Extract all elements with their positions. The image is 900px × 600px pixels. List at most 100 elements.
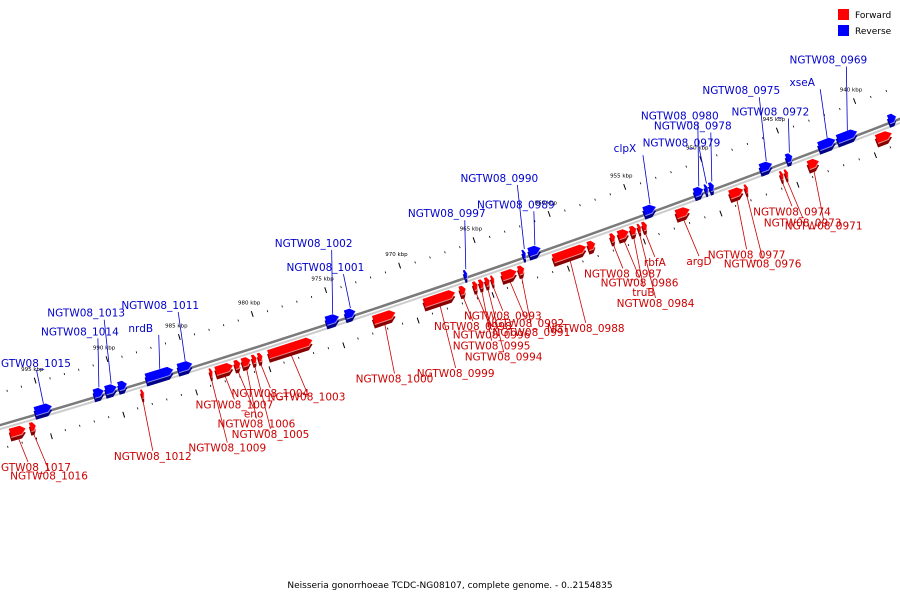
tick-mark (750, 199, 752, 202)
gene-arrow-highlight (786, 172, 789, 179)
forward-gene-arrow (256, 352, 263, 362)
gene-arrow-highlight (746, 187, 749, 194)
tick-mark (536, 276, 539, 279)
leader-line (475, 291, 492, 330)
gene-label-ngtw08-0989: NGTW08_0989 (477, 199, 555, 211)
leader-line (521, 275, 532, 327)
gene-label-ngtw08-1013: NGTW08_1013 (47, 308, 125, 320)
gene-arrow-highlight (216, 365, 234, 376)
gene-arrow-highlight (253, 358, 258, 365)
tick-mark (250, 310, 254, 317)
gene-label-ngtw08-0991: NGTW08_0991 (493, 327, 571, 339)
tick-mark (78, 368, 80, 371)
tick-mark (209, 384, 212, 387)
tick-mark (93, 420, 95, 423)
tick-label: 955 kbp (610, 174, 633, 180)
tick-mark (731, 148, 733, 151)
tick-mark (762, 137, 764, 140)
tick-mark (296, 300, 298, 303)
forward-gene-arrow (250, 354, 257, 364)
leader-line (633, 235, 644, 288)
tick-mark (765, 193, 768, 196)
tick-mark (342, 342, 346, 349)
tick-mark (195, 389, 198, 396)
leader-line (786, 179, 803, 218)
gene-label-ngtw08-0996: NGTW08_0996 (453, 330, 531, 342)
forward-gene-arrow (371, 310, 396, 325)
gene-arrow-shade (783, 173, 789, 183)
tick-mark (92, 364, 94, 367)
tick-mark (340, 286, 342, 289)
tick-mark (312, 351, 315, 355)
tick-mark (166, 398, 168, 401)
tick-mark (609, 193, 611, 196)
tick-mark (842, 164, 845, 167)
gene-arrow-highlight (787, 156, 793, 164)
gene-arrow-highlight (781, 174, 785, 181)
gene-arrow-highlight (611, 236, 616, 243)
gene-feature (692, 186, 704, 202)
gene-label-ngtw08-0994: NGTW08_0994 (465, 352, 543, 364)
gene-label-eno: eno (244, 408, 264, 420)
leader-line (682, 217, 700, 257)
gene-arrow-highlight (645, 206, 657, 217)
gene-arrow-shade (778, 175, 784, 185)
tick-label: 940 kbp (840, 88, 863, 94)
map-caption: Neisseria gonorrhoeae TCDC-NG08107, comp… (287, 581, 612, 591)
gene-arrow-highlight (706, 187, 709, 194)
leader-line (710, 132, 713, 182)
gene-label-ngtw08-0988: NGTW08_0988 (547, 323, 625, 335)
tick-label: 950 kbp (686, 146, 709, 152)
gene-feature (500, 269, 518, 285)
leader-line (254, 364, 271, 430)
tick-mark (504, 230, 506, 233)
tick-mark (208, 328, 210, 331)
gene-arrow-highlight (643, 225, 648, 232)
tick-mark (150, 346, 152, 349)
tick-mark (639, 182, 642, 185)
gene-feature (551, 244, 587, 267)
tick-mark (310, 295, 313, 298)
tick-mark (612, 249, 615, 252)
gene-arrow-highlight (147, 369, 174, 383)
gene-feature (240, 357, 252, 372)
gene-feature (778, 171, 785, 185)
gene-feature (886, 113, 897, 128)
leader-line (142, 399, 154, 451)
tick-mark (64, 428, 66, 432)
gene-label-ngtw08-0986: NGTW08_0986 (601, 278, 679, 290)
tick-mark (398, 262, 402, 269)
tick-mark (461, 302, 464, 305)
leader-line (508, 279, 526, 319)
reverse-gene-arrow (462, 269, 468, 279)
reverse-gene-arrow (707, 182, 715, 192)
forward-gene-arrow (28, 422, 36, 432)
tick-mark (237, 319, 239, 322)
gene-arrow-highlight (210, 372, 214, 378)
tick-mark (688, 221, 691, 225)
gene-feature (208, 368, 214, 382)
gene-arrow-highlight (631, 228, 637, 236)
tick-mark (387, 327, 389, 330)
leader-line (533, 211, 536, 246)
gene-feature (8, 425, 27, 442)
gene-label-ngtw08-0979: NGTW08_0979 (643, 137, 721, 149)
forward-gene-arrow (214, 363, 234, 376)
gene-arrow-highlight (374, 312, 397, 325)
gene-arrow-highlight (474, 284, 479, 292)
gene-label-ngtw08-0980: NGTW08_0980 (641, 110, 719, 122)
tick-mark (6, 389, 8, 392)
gene-arrow-highlight (639, 227, 642, 234)
gene-arrow-highlight (235, 363, 241, 370)
gene-feature (489, 275, 496, 289)
gene-arrow-highlight (838, 131, 858, 144)
tick-mark (253, 370, 256, 374)
leader-line (746, 194, 763, 259)
gene-feature (233, 359, 241, 374)
reverse-gene-arrow (703, 184, 709, 194)
legend-forward-label: Forward (855, 11, 891, 21)
gene-feature (256, 352, 264, 366)
tick-mark (673, 227, 675, 230)
gene-feature (743, 184, 749, 198)
gene-label-ngtw08-0995: NGTW08_0995 (453, 341, 531, 353)
